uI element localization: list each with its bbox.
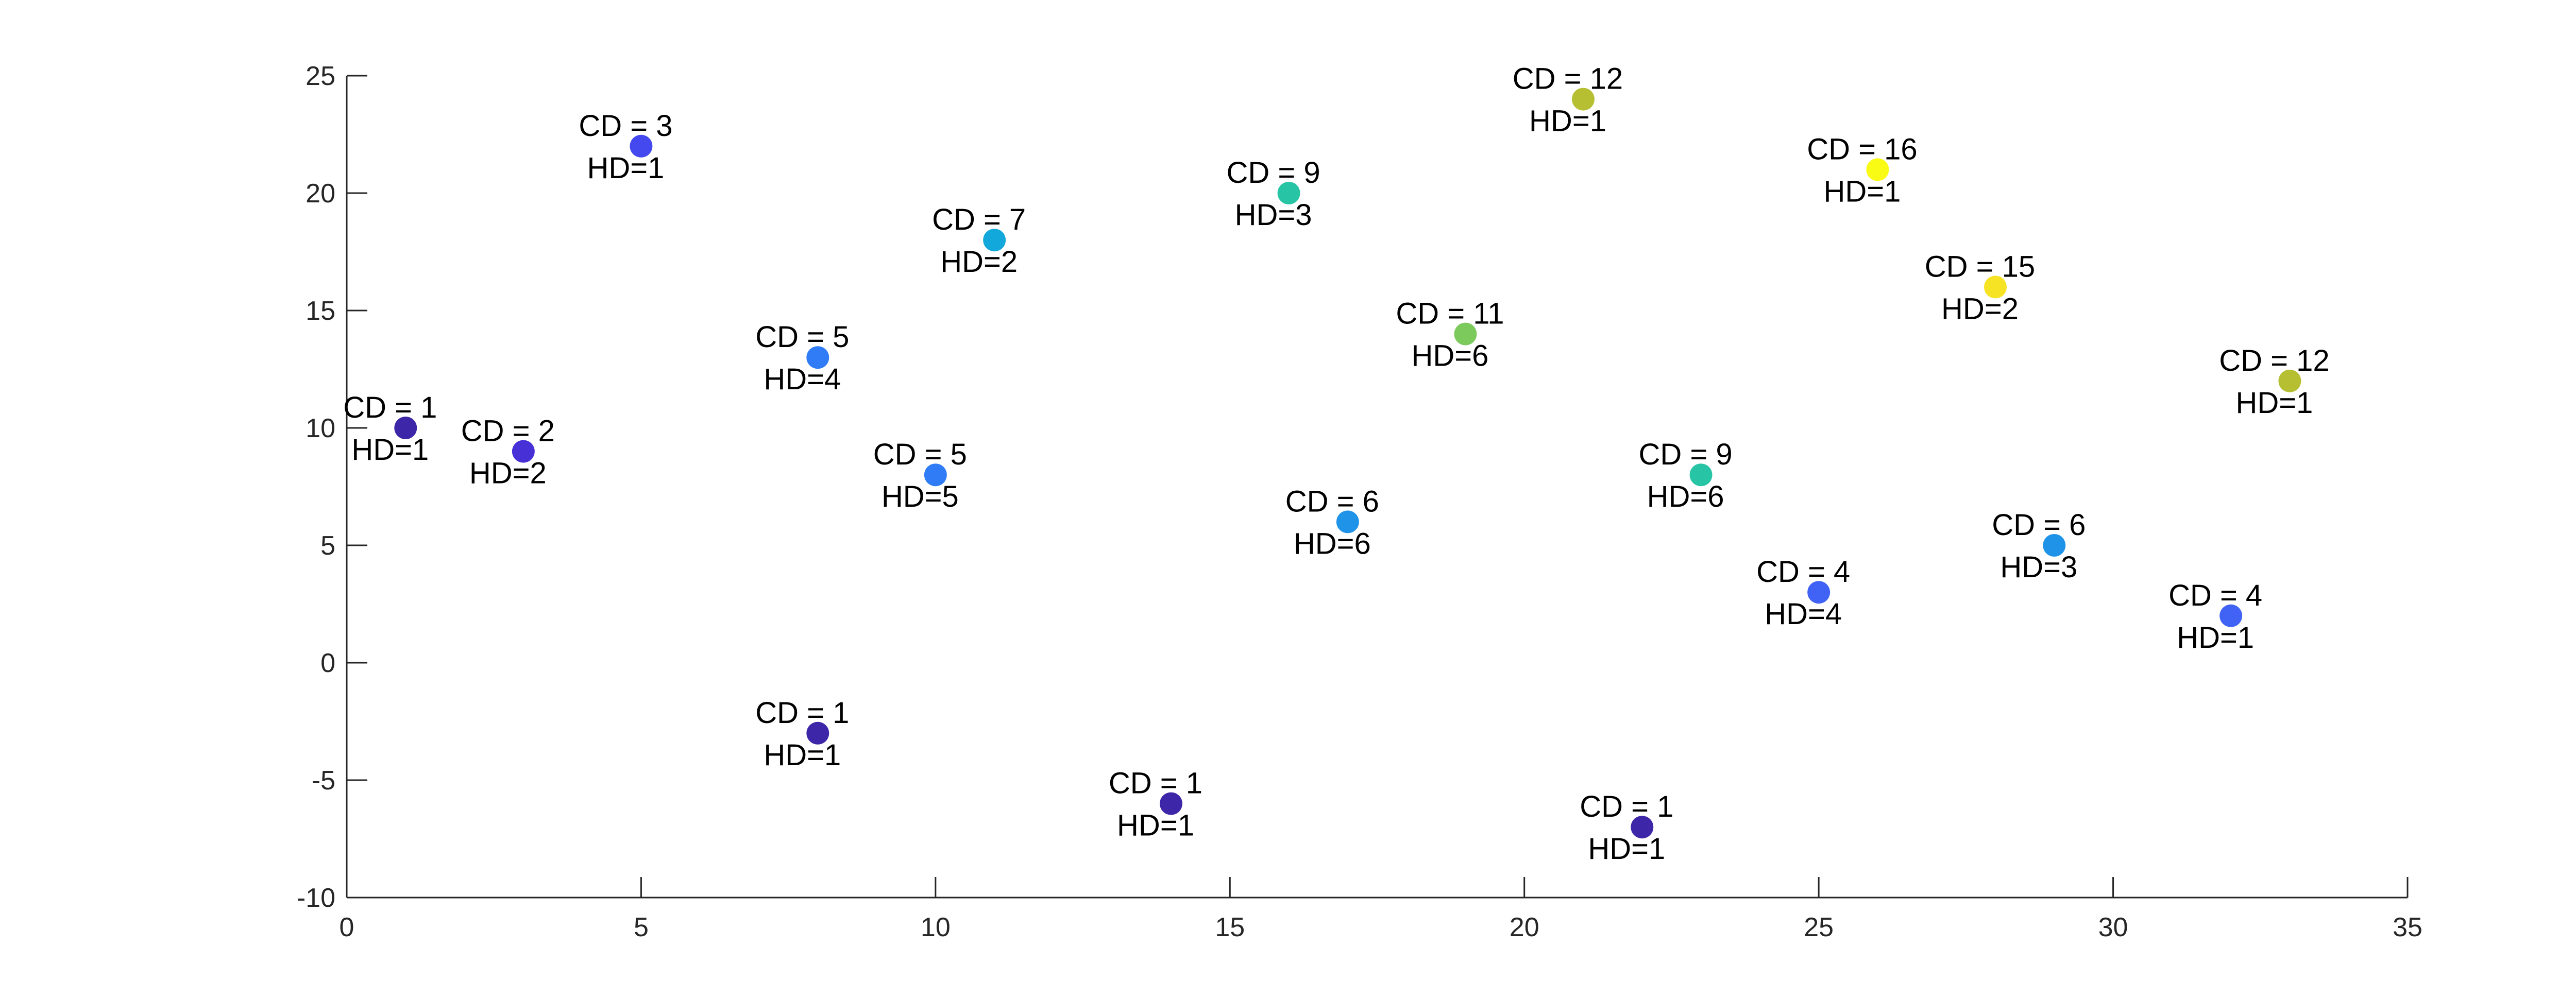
x-tick-label: 35 <box>2393 912 2422 942</box>
scatter-point <box>1336 510 1359 533</box>
point-hd-label: HD=1 <box>587 151 664 185</box>
axes: 0 5 10 15 20 25 30 35 25 20 15 10 5 0 -5 -10 <box>297 61 2422 942</box>
point-hd-label: HD=1 <box>1529 105 1606 138</box>
point-hd-label: HD=6 <box>1411 339 1488 373</box>
data-points <box>394 88 2301 839</box>
scatter-point <box>2219 604 2243 627</box>
point-cd-label: CD = 5 <box>755 320 849 354</box>
point-cd-label: CD = 16 <box>1807 132 1917 166</box>
scatter-point <box>2278 369 2301 392</box>
point-cd-label: CD = 4 <box>2168 579 2262 612</box>
scatter-point <box>1277 182 1300 204</box>
point-cd-label: CD = 7 <box>932 203 1026 236</box>
scatter-point <box>512 440 535 463</box>
point-cd-label: CD = 2 <box>461 415 555 448</box>
x-tick-label: 30 <box>2098 912 2128 942</box>
scatter-point <box>806 346 829 369</box>
point-cd-label: CD = 6 <box>1285 485 1379 518</box>
point-hd-label: HD=1 <box>2177 621 2254 654</box>
point-cd-label: CD = 6 <box>1992 508 2086 542</box>
point-hd-label: HD=1 <box>351 433 429 467</box>
point-hd-label: HD=3 <box>1235 198 1312 232</box>
x-tick-label: 5 <box>634 912 649 942</box>
x-tick-label: 15 <box>1215 912 1245 942</box>
x-tick-label: 0 <box>340 912 354 942</box>
point-cd-label: CD = 4 <box>1756 555 1850 589</box>
point-cd-label: CD = 1 <box>755 696 849 730</box>
point-hd-label: HD=1 <box>764 738 841 772</box>
y-tick-label: 15 <box>306 296 335 326</box>
y-tick-label: -10 <box>297 883 335 913</box>
point-cd-label: CD = 15 <box>1925 250 2035 283</box>
y-tick-label: 20 <box>306 179 335 209</box>
scatter-point <box>1160 792 1182 815</box>
point-hd-label: HD=1 <box>1823 175 1901 208</box>
point-hd-label: HD=2 <box>940 245 1018 279</box>
point-cd-label: CD = 9 <box>1639 438 1733 471</box>
scatter-point <box>394 417 417 439</box>
y-tick-label: 25 <box>306 61 335 91</box>
scatter-point <box>1807 581 1831 604</box>
scatter-point <box>1984 275 2007 299</box>
scatter-point <box>2043 534 2066 557</box>
scatter-point <box>924 463 947 487</box>
y-tick-label: 5 <box>320 531 335 561</box>
scatter-point <box>1572 88 1595 111</box>
point-hd-label: HD=1 <box>2235 386 2313 420</box>
scatter-point <box>1866 158 1889 181</box>
scatter-point <box>1454 322 1477 346</box>
scatter-point <box>806 721 829 745</box>
point-cd-label: CD = 3 <box>579 109 672 143</box>
point-hd-label: HD=3 <box>2000 550 2077 584</box>
y-tick-label: 10 <box>306 414 335 443</box>
point-hd-label: HD=6 <box>1647 480 1724 513</box>
point-hd-label: HD=2 <box>469 457 547 490</box>
x-tick-label: 25 <box>1804 912 1834 942</box>
point-hd-label: HD=6 <box>1294 527 1371 560</box>
point-hd-label: HD=2 <box>1941 292 2019 325</box>
point-hd-label: HD=4 <box>764 363 841 396</box>
scatter-point <box>1689 463 1713 487</box>
point-cd-label: CD = 9 <box>1227 156 1320 190</box>
point-cd-label: CD = 12 <box>1513 62 1623 96</box>
scatter-point <box>983 229 1006 252</box>
point-cd-label: CD = 1 <box>343 391 437 424</box>
y-tick-label: 0 <box>320 648 335 678</box>
point-hd-label: HD=1 <box>1588 832 1665 866</box>
point-cd-label: CD = 12 <box>2219 344 2329 377</box>
point-hd-label: HD=4 <box>1765 597 1842 631</box>
x-tick-label: 10 <box>921 912 951 942</box>
x-tick-label: 20 <box>1510 912 1539 942</box>
scatter-point <box>630 134 653 158</box>
y-tick-label: -5 <box>312 766 335 796</box>
point-hd-label: HD=1 <box>1117 809 1194 842</box>
point-cd-label: CD = 1 <box>1109 767 1202 800</box>
scatter-point <box>1631 816 1654 839</box>
point-cd-label: CD = 11 <box>1396 297 1504 331</box>
point-cd-label: CD = 1 <box>1580 790 1673 823</box>
point-cd-label: CD = 5 <box>873 438 967 471</box>
point-hd-label: HD=5 <box>882 480 959 513</box>
point-labels: CD = 1 HD=1 CD = 2 HD=2 CD = 3 HD=1 CD = 5 HD=4… <box>343 62 2329 866</box>
